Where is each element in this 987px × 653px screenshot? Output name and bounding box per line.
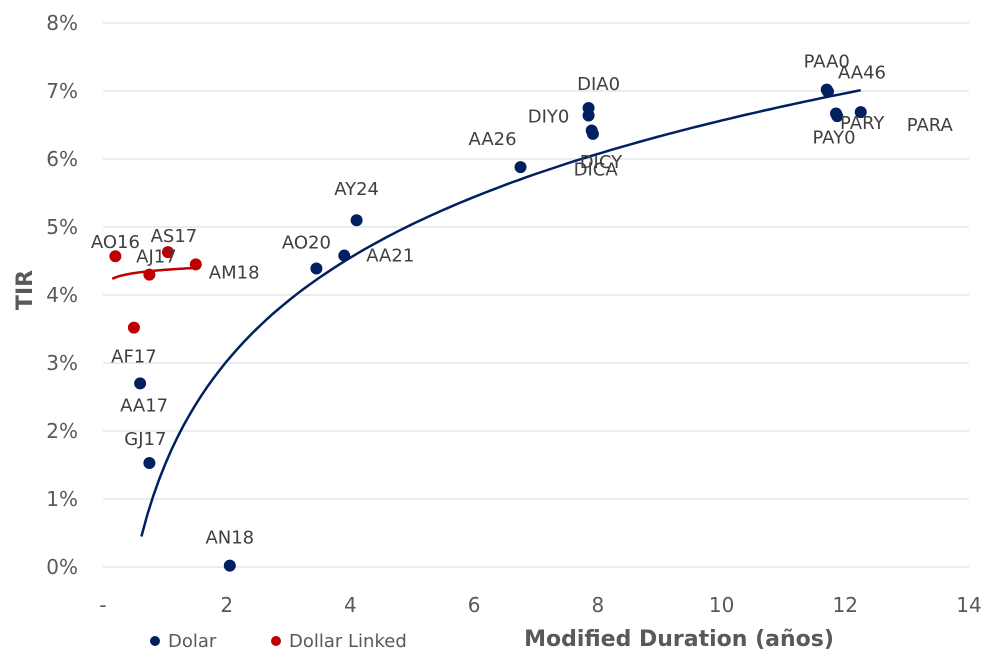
x-tick-label: 4 (344, 593, 357, 617)
data-point (161, 246, 174, 259)
point-label: AM18 (209, 262, 260, 283)
point-label: AN18 (205, 528, 254, 549)
y-axis-title: TIR (13, 270, 38, 310)
trendline (111, 266, 199, 280)
x-tick-labels: - 2 4 6 8 10 12 14 (99, 593, 981, 617)
point-label: AO16 (91, 232, 140, 253)
data-point (338, 249, 351, 262)
x-tick-label: 14 (956, 593, 981, 617)
x-tick-label: 12 (833, 593, 858, 617)
y-tick-label: 1% (46, 487, 78, 511)
data-point (350, 214, 363, 227)
data-point (831, 110, 844, 123)
x-tick-label: 2 (220, 593, 233, 617)
point-label: DICA (574, 159, 619, 180)
point-label: AO20 (282, 232, 331, 253)
data-point (514, 161, 527, 174)
point-label: AJ17 (136, 247, 177, 268)
data-point (143, 268, 156, 281)
y-tick-label: 4% (46, 283, 78, 307)
data-point (821, 85, 834, 98)
legend: Dolar Dollar Linked (150, 631, 407, 652)
x-tick-label: 6 (468, 593, 481, 617)
y-tick-label: 8% (46, 11, 78, 35)
y-tick-label: 3% (46, 351, 78, 375)
data-point (143, 456, 156, 469)
point-label: AF17 (111, 347, 157, 368)
point-label: PAY0 (812, 127, 855, 148)
x-tick-label: 10 (709, 593, 734, 617)
gridlines (103, 22, 969, 568)
y-tick-label: 5% (46, 215, 78, 239)
point-label: DIY0 (528, 106, 570, 127)
x-tick-label: 8 (591, 593, 604, 617)
y-tick-label: 6% (46, 147, 78, 171)
legend-marker-dolar (150, 636, 160, 646)
point-label: AY24 (334, 179, 379, 200)
legend-label-dolar: Dolar (168, 631, 217, 652)
data-point (127, 321, 140, 334)
legend-label-dollar-linked: Dollar Linked (289, 631, 407, 652)
trendlines (111, 88, 862, 537)
data-point (109, 250, 122, 263)
point-label: DICY (580, 152, 623, 173)
point-label: AA21 (366, 246, 414, 267)
point-label: PARY (840, 113, 885, 134)
point-label: AA46 (838, 63, 886, 84)
point-label: AA17 (120, 395, 168, 416)
y-tick-label: 2% (46, 419, 78, 443)
data-point (854, 106, 867, 119)
legend-marker-dollar-linked (271, 636, 281, 646)
data-points (109, 83, 867, 572)
y-tick-label: 7% (46, 79, 78, 103)
point-label: AS17 (151, 226, 198, 247)
data-point (134, 377, 147, 390)
point-label: AA26 (469, 129, 517, 150)
data-point (582, 109, 595, 122)
point-label: PAA0 (804, 52, 850, 73)
point-label: GJ17 (124, 429, 166, 450)
data-point (310, 262, 323, 275)
point-labels: AN18 GJ17 AA17 AO20 AA21 AY24 AA26 DIA0 DIY0 DICA… (91, 52, 954, 549)
x-tick-label: - (99, 593, 106, 617)
y-tick-labels: 0% 1% 2% 3% 4% 5% 6% 7% 8% (46, 11, 78, 579)
data-point (189, 258, 202, 271)
point-label: PARA (907, 115, 954, 136)
point-label: DIA0 (577, 74, 620, 95)
y-tick-label: 0% (46, 555, 78, 579)
trendline (140, 88, 862, 537)
data-point (223, 559, 236, 572)
data-point (586, 127, 599, 140)
x-axis-title: Modified Duration (años) (524, 627, 834, 652)
